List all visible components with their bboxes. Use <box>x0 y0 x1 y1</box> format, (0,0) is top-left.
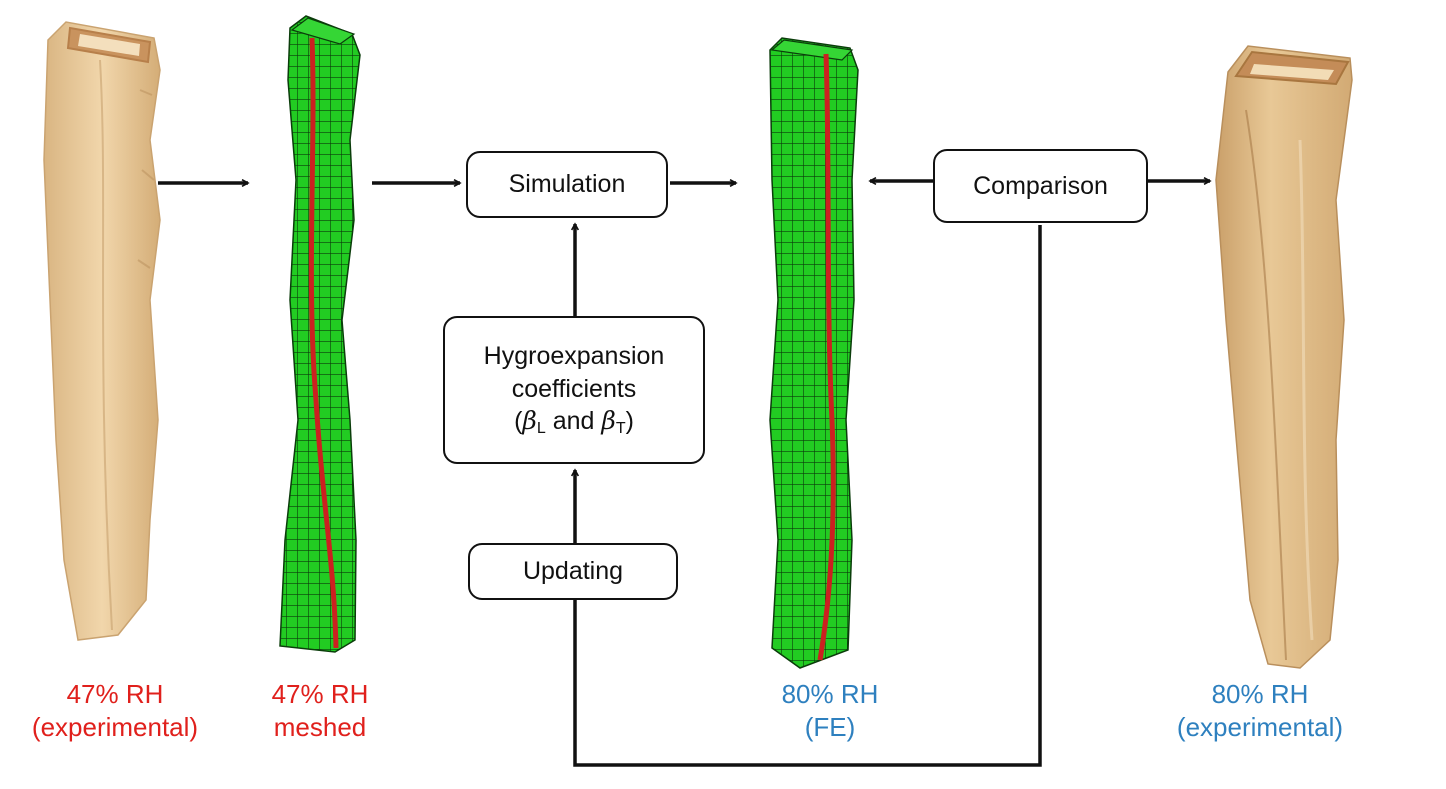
updating-box: Updating <box>468 543 678 600</box>
caption-80rh-experimental-line2: (experimental) <box>1176 711 1344 742</box>
simulation-label: Simulation <box>508 170 626 199</box>
updating-label: Updating <box>522 557 624 586</box>
fiber-47rh-meshed <box>279 15 361 653</box>
hygro-line-2: coefficients <box>511 374 637 403</box>
fiber-47rh-experimental <box>43 21 161 641</box>
caption-80rh-experimental: 80% RH (experimental) <box>1155 678 1365 743</box>
caption-80rh-fe-line1: 80% RH <box>781 679 879 709</box>
caption-47rh-experimental-line1: 47% RH <box>66 679 164 709</box>
hygroexpansion-coefficients-box: Hygroexpansion coefficients (βL and βT) <box>443 316 705 464</box>
simulation-box: Simulation <box>466 151 668 218</box>
fiber-80rh-fe <box>769 37 859 669</box>
hygro-line-1: Hygroexpansion <box>483 342 665 371</box>
comparison-label: Comparison <box>973 171 1108 200</box>
feedback-loop-line <box>573 225 1042 767</box>
fiber-80rh-experimental <box>1215 45 1353 669</box>
caption-47rh-meshed-line2: meshed <box>273 711 367 742</box>
caption-80rh-experimental-line1: 80% RH <box>1211 679 1309 709</box>
caption-47rh-meshed: 47% RH meshed <box>245 678 395 743</box>
hygro-line-3: (βL and βT) <box>514 406 634 438</box>
caption-80rh-fe: 80% RH (FE) <box>755 678 905 743</box>
caption-47rh-experimental-line2: (experimental) <box>31 711 199 742</box>
caption-47rh-meshed-line1: 47% RH <box>271 679 369 709</box>
comparison-box: Comparison <box>933 149 1148 223</box>
caption-47rh-experimental: 47% RH (experimental) <box>15 678 215 743</box>
caption-80rh-fe-line2: (FE) <box>804 711 856 742</box>
